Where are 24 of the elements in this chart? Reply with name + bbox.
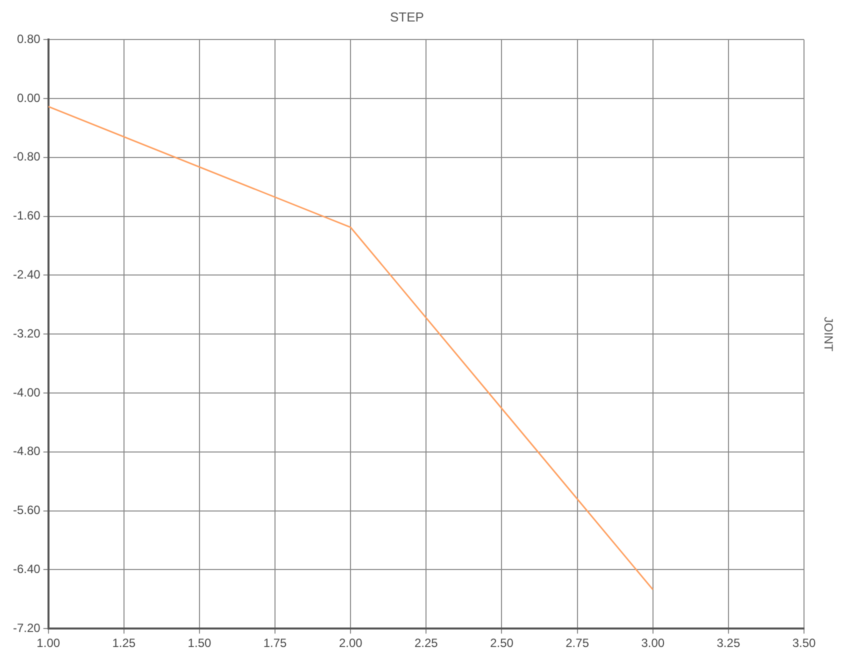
x-tick-label: 2.75	[566, 636, 590, 650]
x-tick-label: 1.75	[263, 636, 288, 650]
x-tick-label: 1.00	[36, 636, 60, 650]
y-tick-label: -3.20	[12, 326, 41, 340]
x-tick-label: 2.50	[490, 636, 514, 650]
y-tick-label: -2.40	[12, 268, 41, 282]
y-tick-label: -4.00	[12, 385, 41, 400]
y-tick-label: -5.60	[12, 503, 41, 518]
x-tick-label: 2.00	[338, 636, 363, 650]
x-tick-label: 2.25	[414, 636, 438, 650]
y2-axis-title: JOINT	[822, 316, 836, 352]
chart-title: STEP	[390, 9, 424, 24]
y-tick-label: -7.20	[12, 620, 41, 635]
x-tick-label: 1.50	[188, 636, 212, 650]
y-tick-label: -4.80	[12, 444, 41, 458]
y-tick-label: 0.00	[16, 90, 41, 105]
y-tick-label: -1.60	[12, 208, 41, 223]
x-tick-label: 3.50	[792, 636, 816, 650]
x-tick-label: 3.25	[716, 636, 740, 650]
y-tick-label: 0.80	[16, 32, 41, 46]
x-tick-label: 1.25	[112, 636, 136, 650]
x-tick-label: 3.00	[641, 636, 665, 650]
y-tick-label: -0.80	[12, 150, 41, 164]
y-tick-label: -6.40	[12, 562, 41, 576]
